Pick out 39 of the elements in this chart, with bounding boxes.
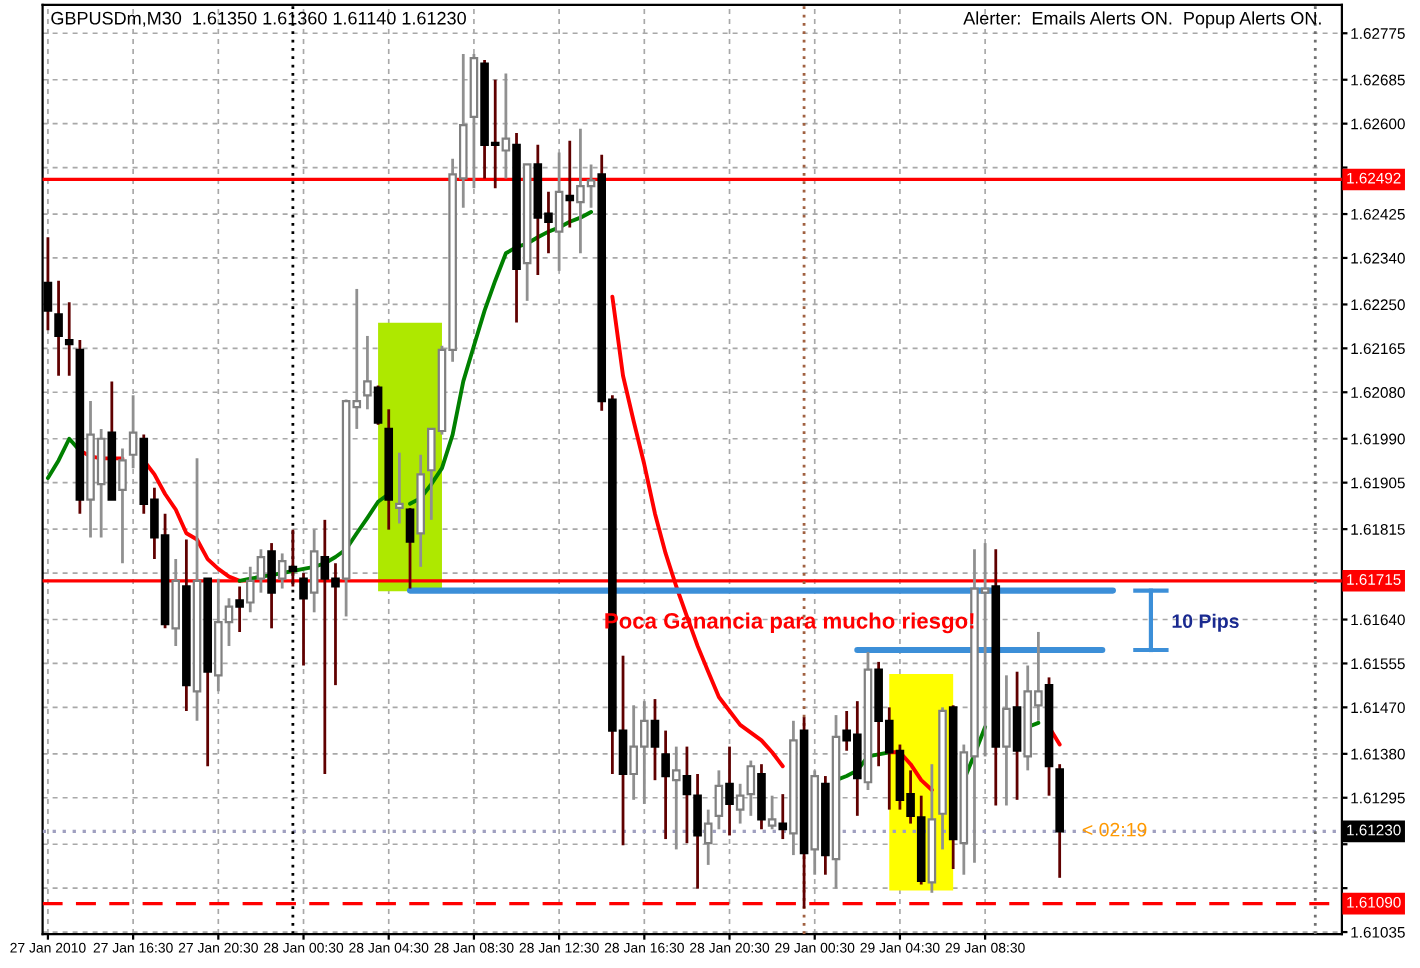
candlestick [363, 334, 372, 411]
candlestick [1012, 670, 1022, 802]
candlestick [299, 571, 308, 667]
candlestick [128, 393, 138, 470]
candlestick [778, 792, 788, 841]
annotation: < 02:19 [1082, 822, 1147, 837]
candlestick [288, 528, 298, 588]
candlestick [682, 745, 692, 845]
candlestick [405, 506, 415, 590]
candlestick [757, 762, 766, 831]
annotation: Alerter: Emails Alerts ON. Popup Alerts ON. [963, 11, 1321, 29]
candlestick [693, 772, 702, 891]
candlestick [373, 384, 383, 427]
candlestick [54, 279, 63, 378]
candlestick [554, 151, 564, 273]
candlestick [256, 547, 266, 595]
candlestick [501, 72, 511, 180]
candlestick [267, 541, 276, 630]
candlestick [118, 447, 127, 565]
candlestick [171, 557, 181, 648]
candlestick [671, 745, 681, 851]
candlestick [64, 300, 74, 378]
annotation: 10 Pips [1172, 613, 1239, 632]
candlestick [703, 808, 713, 867]
chart-title: GBPUSDm,M30 1.61350 1.61360 1.61140 1.61230 [51, 11, 466, 27]
candlestick [1002, 673, 1011, 807]
candlestick [277, 552, 287, 590]
candlestick [746, 759, 756, 818]
candlestick [735, 782, 745, 825]
candlestick [309, 528, 319, 614]
candlestick [650, 697, 660, 782]
candlestick [767, 794, 777, 831]
candlestick [235, 585, 244, 634]
candlestick [661, 729, 670, 841]
candlestick [725, 745, 734, 837]
candlestick [245, 565, 255, 614]
candlestick [565, 139, 575, 229]
candlestick [395, 451, 404, 525]
candlestick [714, 768, 724, 831]
